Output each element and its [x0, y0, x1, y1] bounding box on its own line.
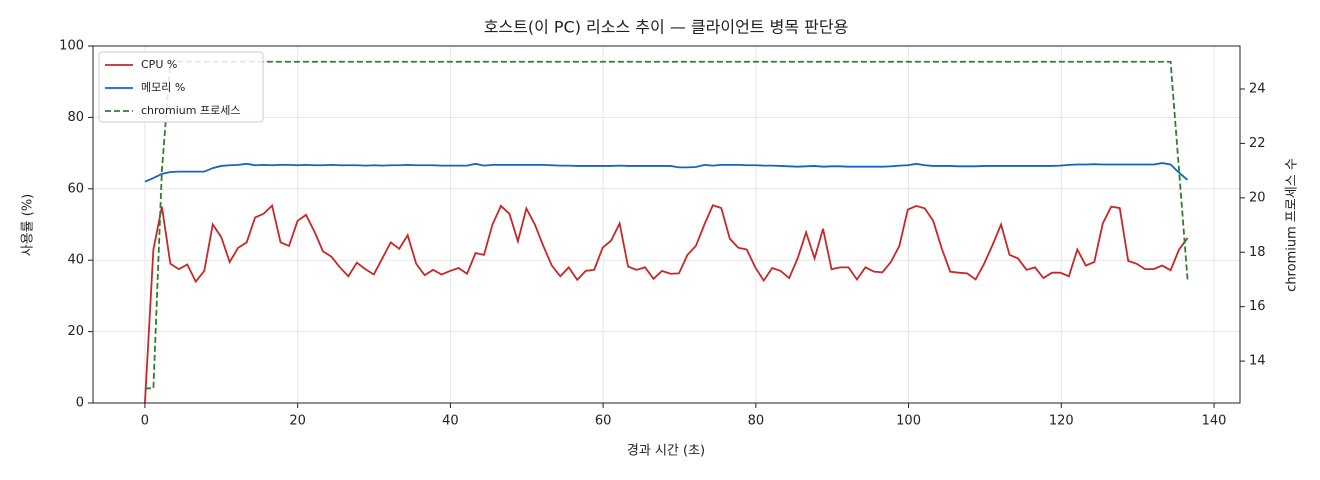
y2-tick-label: 16 [1249, 299, 1266, 314]
x-tick-label: 0 [141, 414, 149, 429]
y-tick-label: 40 [67, 253, 84, 268]
legend-label: CPU % [141, 58, 177, 71]
x-tick-label: 120 [1049, 414, 1074, 429]
y-tick-label: 60 [67, 181, 84, 196]
y-tick-label: 0 [76, 396, 84, 411]
legend-label: chromium 프로세스 [141, 104, 240, 117]
series-line [144, 60, 1189, 390]
y2-tick-label: 22 [1249, 136, 1266, 151]
x-tick-label: 80 [748, 414, 765, 429]
chart-title: 호스트(이 PC) 리소스 추이 — 클라이언트 병목 판단용 [484, 18, 849, 37]
series-line [144, 162, 1189, 183]
x-tick-label: 140 [1202, 414, 1227, 429]
legend-box [98, 51, 264, 123]
y-tick-label: 80 [67, 110, 84, 125]
plot-frame [92, 45, 1241, 404]
x-tick-label: 20 [289, 414, 306, 429]
x-axis-label: 경과 시간 (초) [627, 444, 705, 459]
x-tick-label: 100 [896, 414, 921, 429]
x-tick-label: 40 [442, 414, 459, 429]
y2-tick-label: 20 [1249, 190, 1266, 205]
y2-tick-label: 18 [1249, 245, 1266, 260]
y-tick-label: 100 [59, 39, 84, 54]
series-line [144, 203, 1189, 404]
y-axis-label: 사용률 (%) [21, 194, 36, 257]
y2-tick-label: 14 [1249, 354, 1266, 369]
y-tick-label: 20 [67, 324, 84, 339]
legend-label: 메모리 % [141, 81, 185, 94]
y2-axis-label: chromium 프로세스 수 [1285, 158, 1300, 292]
y2-tick-label: 24 [1249, 81, 1266, 96]
x-tick-label: 60 [595, 414, 612, 429]
